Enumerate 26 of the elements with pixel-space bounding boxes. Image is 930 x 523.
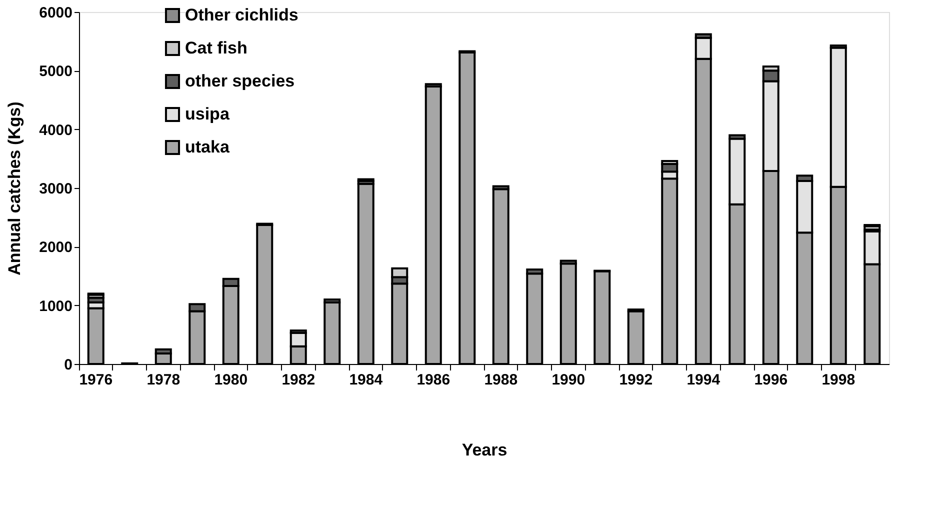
x-tick-label: 1998 [822, 372, 856, 388]
x-tick-label: 1988 [484, 372, 518, 388]
x-tick-label: 1982 [282, 372, 316, 388]
y-tick-label: 4000 [39, 122, 72, 139]
y-tick-label: 6000 [39, 4, 72, 22]
x-tick-label: 1984 [349, 372, 384, 388]
legend-label: usipa [185, 104, 230, 124]
legend-label: Other cichlids [185, 6, 298, 24]
y-tick-label: 5000 [39, 63, 72, 80]
y-axis-title: Annual catches (Kgs) [5, 102, 24, 276]
legend-label: utaka [185, 138, 230, 156]
y-tick-label: 2000 [39, 239, 72, 256]
x-tick-label: 1996 [754, 372, 788, 388]
x-axis-title: Years [462, 440, 508, 460]
y-tick-label: 1000 [39, 298, 72, 315]
x-tick-label: 1994 [686, 372, 721, 388]
y-tick-label: 0 [64, 356, 72, 374]
legend-label: other species [185, 72, 295, 90]
x-tick-label: 1980 [214, 372, 248, 388]
legend-label: Cat fish [185, 38, 248, 58]
x-tick-label: 1976 [79, 372, 113, 388]
y-tick-label: 3000 [39, 180, 72, 198]
x-tick-label: 1978 [146, 372, 180, 388]
x-tick-label: 1992 [619, 372, 653, 388]
x-tick-label: 1986 [416, 372, 450, 388]
x-tick-label: 1990 [552, 372, 586, 388]
